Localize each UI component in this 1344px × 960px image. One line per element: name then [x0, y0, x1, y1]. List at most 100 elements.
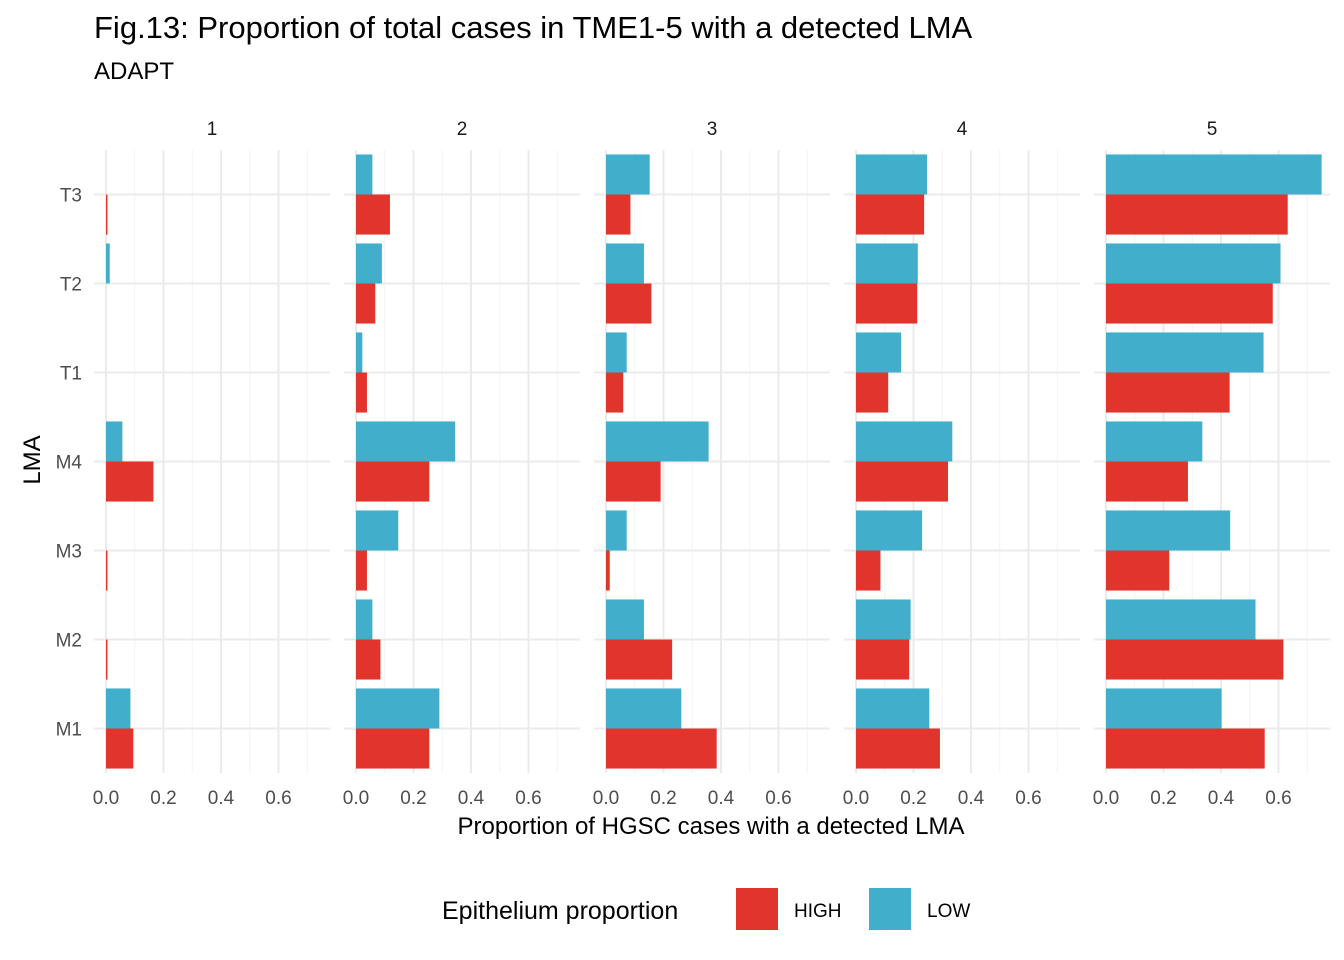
- bar-low-m4-tme3: [606, 421, 709, 462]
- legend-label-high: HIGH: [794, 901, 842, 922]
- y-tick-label: T1: [60, 364, 82, 385]
- bar-high-m1-tme3: [606, 728, 717, 769]
- bar-low-t1-tme2: [356, 332, 363, 373]
- bar-high-t3-tme4: [856, 194, 925, 235]
- bar-high-m1-tme4: [856, 728, 940, 769]
- x-tick-label: 0.2: [400, 788, 426, 809]
- x-tick-label: 0.4: [208, 788, 235, 809]
- facet-panels: 10.0 0.2 0.4 0.620.0 0.2 0.4 0.630.0 0.2 0.4 0.64…: [93, 119, 1330, 809]
- bar-low-t1-tme3: [606, 332, 627, 373]
- bar-high-m4-tme3: [606, 461, 661, 502]
- bar-low-m3-tme3: [606, 510, 627, 551]
- bar-low-m1-tme1: [106, 688, 131, 729]
- bar-high-m1-tme5: [1106, 728, 1265, 769]
- bar-high-m2-tme3: [606, 639, 673, 680]
- facet-panel-4: 4 0.0 0.2 0.4 0.6: [843, 119, 1080, 809]
- bar-low-m1-tme3: [606, 688, 682, 729]
- bar-low-m2-tme4: [856, 599, 911, 640]
- bar-high-t3-tme5: [1106, 194, 1288, 235]
- bar-high-t2-tme4: [856, 283, 918, 324]
- y-tick-label: M4: [56, 453, 83, 474]
- x-tick-label: 0.4: [958, 788, 985, 809]
- facet-panel-2: 2 0.0 0.2 0.4 0.6: [343, 119, 580, 809]
- bar-low-m4-tme5: [1106, 421, 1203, 462]
- bar-low-t3-tme2: [356, 154, 373, 195]
- x-tick-label: 0.6: [265, 788, 291, 809]
- bar-low-t3-tme4: [856, 154, 928, 195]
- bar-high-m1-tme2: [356, 728, 430, 769]
- x-tick-label: 0.0: [93, 788, 119, 809]
- bar-high-m3-tme5: [1106, 550, 1170, 591]
- x-tick-label: 0.0: [343, 788, 369, 809]
- bar-high-m4-tme5: [1106, 461, 1188, 502]
- bar-high-t2-tme3: [606, 283, 652, 324]
- x-axis-title: Proportion of HGSC cases with a detected…: [458, 813, 965, 840]
- bar-low-t2-tme3: [606, 243, 644, 284]
- bar-high-m2-tme5: [1106, 639, 1284, 680]
- bar-high-m2-tme1: [106, 639, 108, 680]
- bar-high-t3-tme2: [356, 194, 390, 235]
- legend: Epithelium proportion HIGH LOW: [442, 888, 970, 930]
- y-tick-label: T2: [60, 275, 82, 296]
- x-tick-label: 0.6: [1015, 788, 1041, 809]
- x-tick-label: 0.4: [458, 788, 485, 809]
- facet-label: 5: [1207, 119, 1218, 140]
- legend-key-high: [736, 888, 778, 930]
- bar-high-t3-tme3: [606, 194, 631, 235]
- facet-panel-5: 5 0.0 0.2 0.4 0.6: [1093, 119, 1330, 809]
- x-tick-label: 0.0: [843, 788, 869, 809]
- bar-high-t2-tme5: [1106, 283, 1273, 324]
- bar-low-m1-tme4: [856, 688, 930, 729]
- facet-label: 3: [707, 119, 718, 140]
- bar-high-m4-tme2: [356, 461, 430, 502]
- x-tick-label: 0.6: [515, 788, 541, 809]
- x-tick-label: 0.2: [1150, 788, 1176, 809]
- bar-high-m2-tme2: [356, 639, 381, 680]
- x-tick-label: 0.2: [900, 788, 926, 809]
- bar-high-m4-tme1: [106, 461, 154, 502]
- bar-low-m3-tme2: [356, 510, 399, 551]
- bar-high-t1-tme5: [1106, 372, 1230, 413]
- x-tick-label: 0.6: [765, 788, 791, 809]
- x-tick-label: 0.0: [1093, 788, 1119, 809]
- bar-low-t2-tme5: [1106, 243, 1281, 284]
- facet-panel-3: 3 0.0 0.2 0.4 0.6: [593, 119, 830, 809]
- y-axis: M1 M2 M3 M4 T1 T2 T3: [56, 186, 83, 741]
- bar-low-m3-tme4: [856, 510, 923, 551]
- bar-high-m1-tme1: [106, 728, 134, 769]
- bar-high-m3-tme1: [106, 550, 108, 591]
- y-tick-label: M3: [56, 542, 82, 563]
- y-tick-label: M1: [56, 720, 82, 741]
- bar-low-m1-tme2: [356, 688, 440, 729]
- x-tick-label: 0.0: [593, 788, 619, 809]
- bar-low-t2-tme1: [106, 243, 110, 284]
- facet-label: 4: [957, 119, 968, 140]
- bar-high-m2-tme4: [856, 639, 910, 680]
- bar-low-t1-tme4: [856, 332, 902, 373]
- bar-low-t3-tme5: [1106, 154, 1322, 195]
- legend-title: Epithelium proportion: [442, 897, 678, 925]
- facet-panel-1: 1 0.0 0.2 0.4 0.6: [93, 119, 330, 809]
- x-tick-label: 0.6: [1265, 788, 1291, 809]
- bar-low-m4-tme1: [106, 421, 123, 462]
- bar-low-m2-tme3: [606, 599, 644, 640]
- x-tick-label: 0.4: [708, 788, 735, 809]
- bar-high-m3-tme3: [606, 550, 610, 591]
- bar-low-m4-tme4: [856, 421, 953, 462]
- y-axis-title: LMA: [19, 435, 46, 484]
- bar-low-t3-tme3: [606, 154, 650, 195]
- x-tick-label: 0.4: [1208, 788, 1235, 809]
- bar-high-t1-tme2: [356, 372, 367, 413]
- chart-subtitle: ADAPT: [94, 58, 175, 85]
- bar-low-m2-tme5: [1106, 599, 1256, 640]
- bar-high-m3-tme4: [856, 550, 881, 591]
- bar-high-m3-tme2: [356, 550, 367, 591]
- bar-low-m1-tme5: [1106, 688, 1222, 729]
- facet-label: 1: [207, 119, 218, 140]
- bar-low-m3-tme5: [1106, 510, 1231, 551]
- bar-low-t2-tme4: [856, 243, 918, 284]
- bar-low-m2-tme2: [356, 599, 373, 640]
- bar-low-t2-tme2: [356, 243, 382, 284]
- legend-label-low: LOW: [927, 901, 970, 922]
- x-tick-label: 0.2: [150, 788, 176, 809]
